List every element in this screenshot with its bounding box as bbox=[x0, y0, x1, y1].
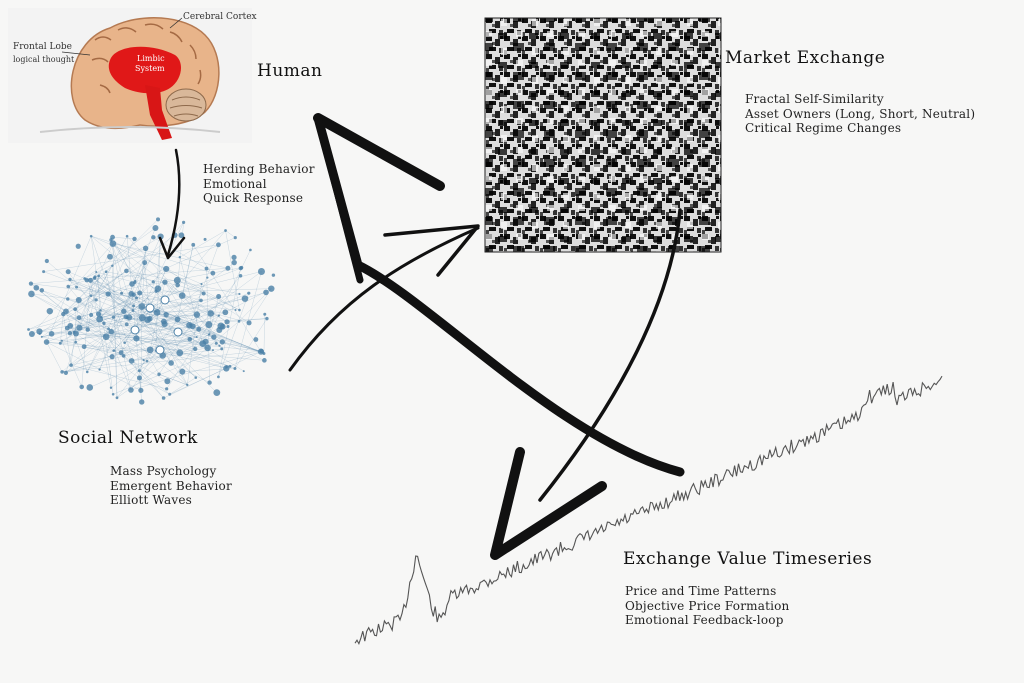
social-desc: Mass Psychology Emergent Behavior Elliot… bbox=[110, 464, 232, 508]
desc-line: Emergent Behavior bbox=[110, 478, 232, 493]
market-title: Market Exchange bbox=[725, 48, 886, 68]
desc-line: Quick Response bbox=[203, 191, 304, 205]
desc-line: Emotional bbox=[203, 176, 267, 191]
human-to-social-desc: Herding Behavior Emotional Quick Respons… bbox=[203, 162, 315, 206]
desc-line: Critical Regime Changes bbox=[745, 121, 902, 135]
arrowhead-to-human-a bbox=[313, 113, 445, 191]
desc-line: Emotional Feedback-loop bbox=[625, 613, 784, 627]
market-desc: Fractal Self-Similarity Asset Owners (Lo… bbox=[745, 92, 975, 136]
timeseries-title: Exchange Value Timeseries bbox=[623, 549, 873, 569]
desc-line: Price and Time Patterns bbox=[625, 584, 777, 598]
desc-line: Fractal Self-Similarity bbox=[745, 92, 884, 106]
brain-label-frontal-sub: logical thought bbox=[13, 55, 75, 64]
network-graph-icon bbox=[27, 217, 276, 405]
arrowhead-to-human-b bbox=[314, 114, 364, 284]
social-title: Social Network bbox=[58, 428, 198, 448]
brain-label-limbic-sub: System bbox=[135, 64, 165, 73]
brain-label-limbic: Limbic bbox=[137, 54, 165, 63]
desc-line: Mass Psychology bbox=[110, 464, 217, 478]
arrows bbox=[158, 113, 685, 560]
timeseries-desc: Price and Time Patterns Objective Price … bbox=[625, 584, 789, 628]
brain-icon bbox=[8, 8, 252, 143]
desc-line: Asset Owners (Long, Short, Neutral) bbox=[745, 106, 976, 121]
arrowhead-market-to-timeseries bbox=[490, 447, 607, 560]
arrow-to-human bbox=[313, 113, 685, 477]
arrow-human-to-social bbox=[166, 148, 181, 257]
arrowhead-social-to-market bbox=[383, 224, 480, 277]
brain-label-cortex: Cerebral Cortex bbox=[183, 12, 257, 22]
arrowhead-human-to-social bbox=[158, 236, 186, 260]
arrow-social-to-market bbox=[288, 226, 480, 372]
desc-line: Herding Behavior bbox=[203, 162, 315, 176]
arrow-market-to-timeseries bbox=[538, 208, 682, 502]
price-chart-icon bbox=[354, 375, 943, 646]
noise-texture-icon bbox=[484, 17, 722, 253]
desc-line: Elliott Waves bbox=[110, 493, 193, 507]
brain-label-frontal: Frontal Lobe bbox=[13, 42, 72, 52]
human-title: Human bbox=[257, 61, 323, 81]
desc-line: Objective Price Formation bbox=[625, 598, 790, 613]
